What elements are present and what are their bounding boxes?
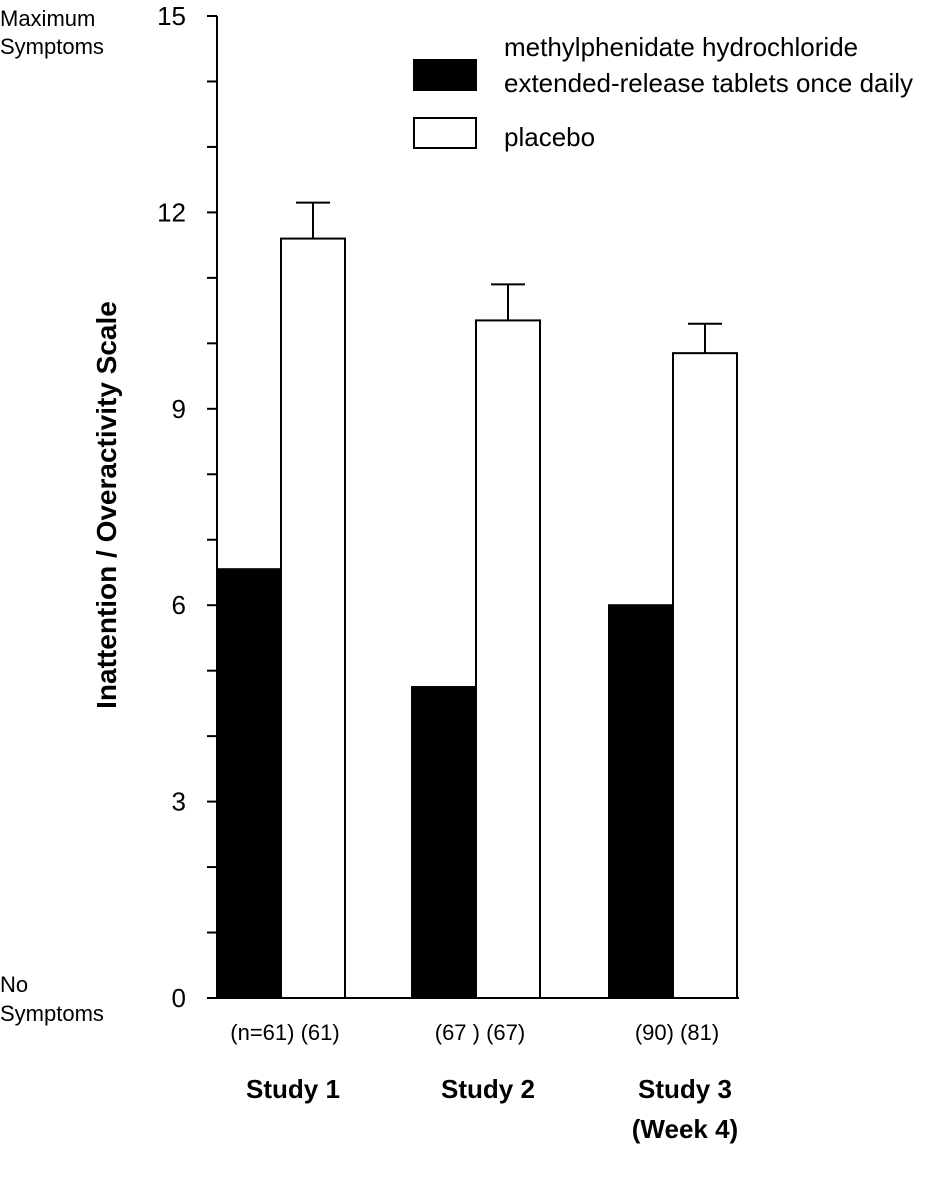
bar-s2-c1 [280, 237, 346, 999]
legend-swatch [413, 59, 477, 91]
sample-size-label: (67 ) (67) [435, 1020, 525, 1045]
y-min-note: Symptoms [0, 1001, 104, 1026]
y-ticks: 0 3 6 9 12 15 [157, 1, 217, 1013]
sample-size-label: (90) (81) [635, 1020, 719, 1045]
bars [216, 201, 738, 1000]
bar-s1-c3 [608, 604, 674, 999]
y-max-note: Symptoms [0, 34, 104, 59]
category-label: Study 2 [441, 1074, 535, 1104]
category-label: Study 1 [246, 1074, 340, 1104]
bar-s2-c2 [475, 319, 541, 1000]
legend-label: methylphenidate hydrochloride [504, 32, 858, 62]
y-min-note: No [0, 972, 28, 997]
y-max-note: Maximum [0, 6, 95, 31]
bar-s1-c2 [411, 686, 477, 999]
sample-size-label: (n=61) (61) [230, 1020, 339, 1045]
y-axis-label: Inattention / Overactivity Scale [91, 301, 122, 709]
labels: Inattention / Overactivity Scale Maximum S… [0, 6, 738, 1144]
legend-label: extended-release tablets once daily [504, 68, 913, 98]
legend-swatch [413, 117, 477, 149]
category-label: Study 3 [638, 1074, 732, 1104]
y-tick-label: 15 [157, 1, 186, 31]
y-tick-label: 6 [172, 590, 186, 620]
category-label: (Week 4) [632, 1114, 738, 1144]
bar-s2-c3 [672, 352, 738, 999]
y-tick-label: 12 [157, 197, 186, 227]
y-tick-label: 0 [172, 983, 186, 1013]
bar-s1-c1 [216, 568, 282, 1000]
y-tick-label: 9 [172, 394, 186, 424]
y-tick-label: 3 [172, 787, 186, 817]
legend-label: placebo [504, 122, 595, 152]
legend: methylphenidate hydrochloride extended-re… [413, 32, 913, 152]
